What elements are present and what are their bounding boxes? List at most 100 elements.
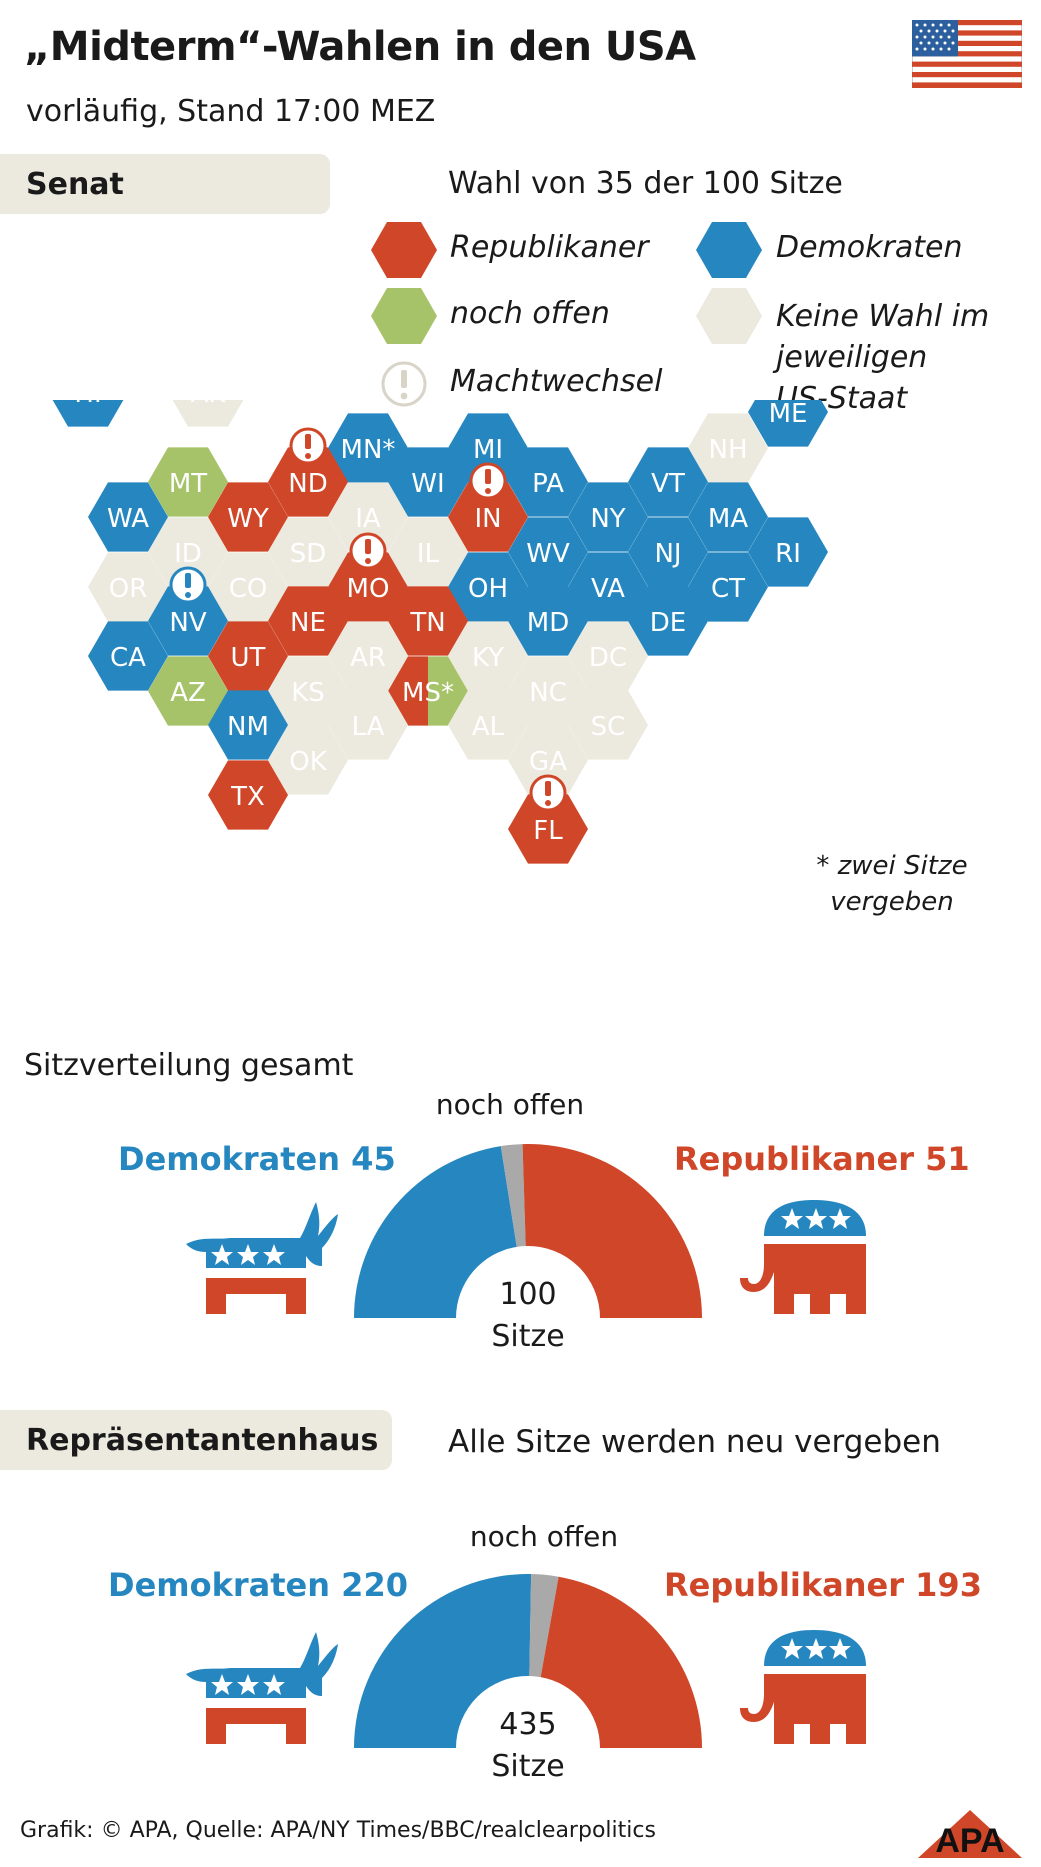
senate-note: Wahl von 35 der 100 Sitze: [448, 166, 843, 201]
state-hex-nj: NJ: [628, 517, 708, 587]
state-hex-de-shape: [628, 586, 708, 656]
state-label-in: IN: [474, 504, 501, 534]
state-hex-tn: TN: [388, 586, 468, 656]
legend-no-election-hex-icon: [696, 288, 762, 344]
legend-open-label: noch offen: [450, 296, 610, 331]
state-hex-ca: CA: [88, 621, 168, 691]
state-label-ar: AR: [350, 643, 386, 673]
state-hex-wi: WI: [388, 447, 468, 517]
state-hex-wi-shape: [388, 447, 468, 517]
state-hex-in-shape: [448, 482, 528, 552]
seat-segment-noch-offen: [500, 1144, 526, 1247]
state-hex-ca-shape: [88, 621, 168, 691]
state-hex-hi-shape: [52, 400, 124, 427]
house-democrat-total: Demokraten 220: [108, 1566, 408, 1604]
state-hex-vt: VT: [628, 447, 708, 517]
state-label-nj: NJ: [654, 539, 681, 569]
state-hex-mn-shape: [328, 413, 408, 483]
apa-logo: APA: [918, 1810, 1022, 1858]
democrat-donkey-icon: [186, 1632, 338, 1744]
state-hex-ok: OK: [268, 725, 348, 795]
state-hex-ne-shape: [268, 586, 348, 656]
state-hex-az: AZ: [148, 656, 228, 726]
state-hex-ks-shape: [268, 656, 348, 726]
state-hex-nd: ND: [268, 427, 348, 517]
senate-hex-map: HI AK ME MN* MI NH ND MT WI PA VT WA WY IA IN NY MA ID SD I…: [52, 400, 828, 864]
state-label-ia: IA: [355, 504, 381, 534]
state-hex-nj-shape: [628, 517, 708, 587]
state-hex-oh: OH: [448, 552, 528, 622]
state-hex-ma: MA: [688, 482, 768, 552]
state-hex-il-shape: [388, 517, 468, 587]
map-footnote: * zwei Sitze vergeben: [816, 851, 968, 917]
state-hex-tn-shape: [388, 586, 468, 656]
state-hex-az-shape: [148, 656, 228, 726]
seat-segment-demokraten: [354, 1146, 517, 1318]
senate-section-tab: Senat: [0, 154, 330, 214]
state-label-me: ME: [769, 400, 808, 429]
state-label-wa: WA: [107, 504, 149, 534]
state-hex-mi-shape: [448, 413, 528, 483]
state-label-nv: NV: [169, 608, 206, 638]
state-label-mo: MO: [347, 574, 390, 604]
state-label-sd: SD: [290, 539, 327, 569]
legend-power-shift-label: Machtwechsel: [450, 364, 663, 399]
state-label-ut: UT: [231, 643, 266, 673]
state-hex-tx: TX: [208, 760, 288, 830]
state-hex-wv: WV: [508, 517, 588, 587]
house-republican-total: Republikaner 193: [664, 1566, 982, 1604]
state-hex-mi: MI: [448, 413, 528, 483]
state-label-de: DE: [650, 608, 686, 638]
seat-segment-demokraten: [354, 1574, 532, 1748]
state-hex-wy: WY: [208, 482, 288, 552]
seat-segment-noch-offen: [529, 1574, 559, 1678]
state-label-wy: WY: [227, 504, 269, 534]
seat-segment-republikaner: [540, 1576, 702, 1748]
state-hex-nc: NC: [508, 656, 588, 726]
state-label-or: OR: [109, 574, 148, 604]
state-label-mt: MT: [169, 469, 207, 499]
state-label-ky: KY: [472, 643, 504, 673]
state-hex-id: ID: [148, 517, 228, 587]
state-label-ak: AK: [191, 400, 227, 409]
state-hex-or: OR: [88, 552, 168, 622]
state-label-oh: OH: [468, 574, 508, 604]
state-hex-ak-shape: [172, 400, 244, 427]
house-open-label: noch offen: [469, 1520, 619, 1553]
state-hex-nv: NV: [148, 566, 228, 656]
state-label-id: ID: [174, 539, 202, 569]
state-hex-co-shape: [208, 552, 288, 622]
state-hex-in: IN: [448, 462, 528, 552]
state-hex-ri: RI: [748, 517, 828, 587]
state-label-co: CO: [229, 574, 268, 604]
state-label-tn: TN: [409, 608, 445, 638]
state-hex-dc: DC: [568, 621, 648, 691]
state-hex-ny-shape: [568, 482, 648, 552]
power-shift-marker-icon: [289, 427, 327, 465]
state-label-nm: NM: [227, 712, 269, 742]
power-shift-marker-icon: [169, 566, 207, 604]
state-hex-ia-shape: [328, 482, 408, 552]
state-hex-de: DE: [628, 586, 708, 656]
state-hex-ct-shape: [688, 552, 768, 622]
legend-power-shift-icon: [381, 361, 427, 407]
state-hex-ia: IA: [328, 482, 408, 552]
state-label-fl: FL: [533, 816, 563, 846]
state-label-mn: MN*: [341, 435, 396, 465]
power-shift-marker-icon: [349, 532, 387, 570]
senate-legend: [371, 222, 762, 407]
state-label-tx: TX: [230, 782, 265, 812]
state-hex-md-shape: [508, 586, 588, 656]
state-hex-mo-shape: [328, 552, 408, 622]
state-label-ga: GA: [529, 747, 567, 777]
state-hex-il: IL: [388, 517, 468, 587]
state-hex-ut-shape: [208, 621, 288, 691]
state-hex-nm: NM: [208, 690, 288, 760]
state-label-sc: SC: [591, 712, 626, 742]
senate-republican-total: Republikaner 51: [674, 1140, 970, 1178]
svg-text:APA: APA: [935, 1822, 1004, 1858]
state-hex-nd-shape: [268, 447, 348, 517]
state-hex-or-shape: [88, 552, 168, 622]
state-hex-ne: NE: [268, 586, 348, 656]
state-label-mi: MI: [473, 435, 503, 465]
